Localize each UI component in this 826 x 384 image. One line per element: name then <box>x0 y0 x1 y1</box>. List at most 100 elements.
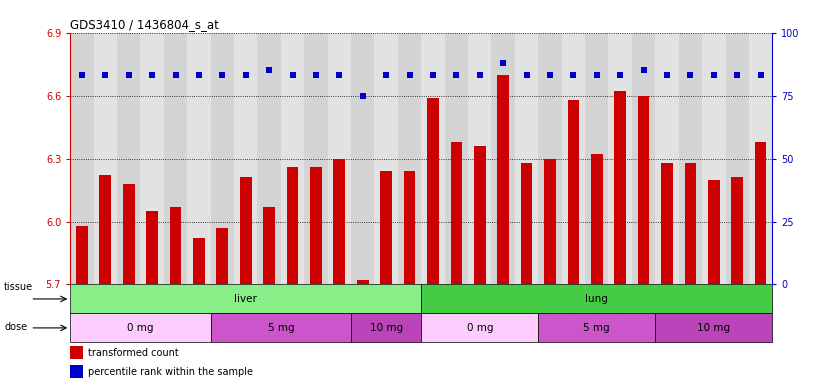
Point <box>684 72 697 78</box>
Bar <box>468 33 491 285</box>
Bar <box>164 33 188 285</box>
Bar <box>421 313 539 343</box>
Bar <box>281 33 304 285</box>
Bar <box>702 33 725 285</box>
Point <box>356 93 369 99</box>
Text: dose: dose <box>4 322 27 332</box>
Bar <box>146 211 158 285</box>
Point <box>333 72 346 78</box>
Point <box>496 60 510 66</box>
Bar <box>708 180 719 285</box>
Bar <box>591 154 603 285</box>
Point <box>99 72 112 78</box>
Point <box>449 72 463 78</box>
Bar <box>310 167 322 285</box>
Point <box>216 72 229 78</box>
Bar <box>725 33 749 285</box>
Bar <box>655 313 772 343</box>
Text: 10 mg: 10 mg <box>369 323 403 333</box>
Bar <box>404 171 415 285</box>
Bar <box>615 91 626 285</box>
Point <box>520 72 534 78</box>
Bar <box>427 98 439 285</box>
Text: 0 mg: 0 mg <box>467 323 493 333</box>
Bar <box>287 167 298 285</box>
Point <box>75 72 88 78</box>
Text: 5 mg: 5 mg <box>268 323 294 333</box>
Bar <box>211 313 351 343</box>
Bar <box>638 96 649 285</box>
Text: lung: lung <box>586 294 608 304</box>
Bar <box>304 33 328 285</box>
Point <box>544 72 557 78</box>
Bar <box>334 159 345 285</box>
Point <box>660 72 673 78</box>
Bar <box>632 33 655 285</box>
Bar <box>328 33 351 285</box>
Bar <box>70 365 83 378</box>
Bar <box>263 207 275 285</box>
Bar <box>240 177 252 285</box>
Bar <box>685 163 696 285</box>
Bar <box>357 280 368 285</box>
Bar <box>70 313 211 343</box>
Bar <box>731 177 743 285</box>
Point <box>240 72 253 78</box>
Point <box>426 72 439 78</box>
Bar <box>755 142 767 285</box>
Bar <box>609 33 632 285</box>
Text: GDS3410 / 1436804_s_at: GDS3410 / 1436804_s_at <box>70 18 219 31</box>
Text: 10 mg: 10 mg <box>697 323 730 333</box>
Bar <box>585 33 609 285</box>
Bar <box>491 33 515 285</box>
Bar <box>515 33 539 285</box>
Bar <box>562 33 585 285</box>
Point <box>754 72 767 78</box>
Bar <box>544 159 556 285</box>
Point <box>169 72 183 78</box>
Point <box>263 67 276 73</box>
Bar <box>398 33 421 285</box>
Bar <box>421 285 772 313</box>
Point <box>567 72 580 78</box>
Point <box>590 72 603 78</box>
Bar <box>211 33 234 285</box>
Bar <box>193 238 205 285</box>
Point <box>637 67 650 73</box>
Point <box>309 72 322 78</box>
Bar <box>380 171 392 285</box>
Bar <box>258 33 281 285</box>
Bar <box>520 163 533 285</box>
Bar <box>216 228 228 285</box>
Point <box>192 72 206 78</box>
Text: transformed count: transformed count <box>88 348 178 358</box>
Bar <box>70 33 93 285</box>
Text: liver: liver <box>235 294 257 304</box>
Bar <box>188 33 211 285</box>
Bar <box>140 33 164 285</box>
Bar <box>169 207 182 285</box>
Bar <box>655 33 679 285</box>
Bar <box>123 184 135 285</box>
Text: 0 mg: 0 mg <box>127 323 154 333</box>
Bar <box>117 33 140 285</box>
Text: percentile rank within the sample: percentile rank within the sample <box>88 367 253 377</box>
Point <box>380 72 393 78</box>
Bar <box>234 33 258 285</box>
Point <box>614 72 627 78</box>
Bar <box>539 313 655 343</box>
Bar <box>99 175 112 285</box>
Bar <box>497 74 509 285</box>
Bar <box>661 163 673 285</box>
Bar <box>679 33 702 285</box>
Point <box>286 72 299 78</box>
Bar <box>539 33 562 285</box>
Bar <box>93 33 117 285</box>
Bar <box>567 100 579 285</box>
Bar <box>474 146 486 285</box>
Bar <box>374 33 398 285</box>
Point <box>122 72 135 78</box>
Bar <box>70 346 83 359</box>
Bar <box>351 33 374 285</box>
Bar <box>70 285 421 313</box>
